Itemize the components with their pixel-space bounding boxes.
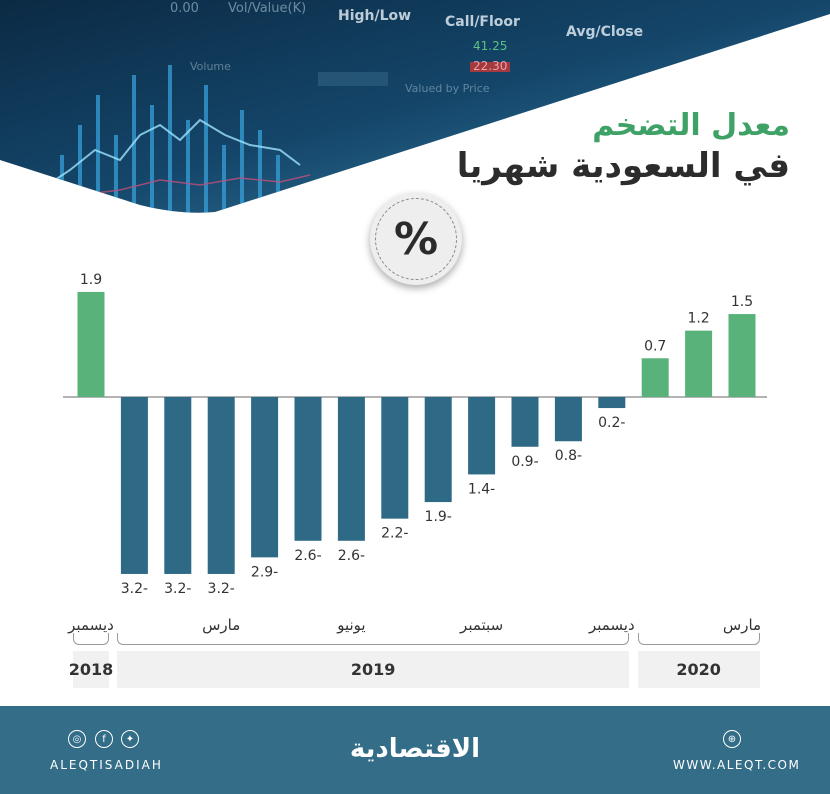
art-label: Vol/Value(K) (228, 1, 306, 16)
year-label: 2019 (116, 651, 630, 688)
art-bar (150, 105, 154, 213)
bar-value-label: 1.5 (731, 294, 753, 310)
art-label: Call/Floor (445, 14, 520, 30)
bar-value-label: 2.2- (381, 526, 408, 542)
art-bar (276, 155, 280, 213)
bar (251, 397, 279, 558)
facebook-icon[interactable]: f (95, 730, 113, 748)
bar-value-label: 3.2- (121, 581, 148, 597)
month-label: مارس (202, 616, 241, 634)
bar-value-label: 0.2- (598, 415, 625, 431)
year-bracket (637, 633, 760, 645)
month-label: سبتمبر (460, 616, 504, 634)
bar (511, 397, 539, 447)
bar-value-label: 0.9- (511, 454, 538, 470)
art-bar (240, 110, 244, 213)
web-icon[interactable]: ⊕ (723, 730, 741, 748)
twitter-icon[interactable]: ✦ (121, 730, 139, 748)
website-link[interactable]: WWW.ALEQT.COM (673, 758, 801, 772)
year-label: 2018 (69, 651, 113, 688)
brand-logo: الاقتصادية (349, 734, 480, 764)
bar (468, 397, 496, 475)
chart-title-line1: معدل التضخم (592, 108, 790, 143)
art-bar (258, 130, 262, 213)
bar-value-label: 1.2 (687, 311, 709, 327)
art-label: 41.25 (473, 39, 507, 53)
art-label: 0.00 (170, 1, 199, 16)
year-label: 2020 (637, 651, 760, 688)
year-bracket (116, 633, 630, 645)
bar (685, 330, 713, 397)
art-label: Avg/Close (566, 24, 643, 40)
bar-value-label: 1.9 (80, 272, 102, 288)
bar (337, 397, 365, 541)
bar (120, 397, 148, 574)
bar-value-label: 2.9- (251, 564, 278, 580)
bar (164, 397, 192, 574)
bar (728, 314, 756, 397)
header-stock-market-image: 0.00 Vol/Value(K) High/Low Call/Floor Av… (0, 0, 830, 213)
art-bar (60, 155, 64, 213)
bar-value-label: 2.6- (294, 548, 321, 564)
bar (381, 397, 409, 519)
bar (554, 397, 582, 442)
bar-value-label: 2.6- (338, 548, 365, 564)
bar (424, 397, 452, 503)
bar (598, 397, 626, 409)
percent-sign: % (393, 213, 439, 265)
art-bar (204, 85, 208, 213)
social-handle[interactable]: ALEQTISADIAH (50, 758, 163, 772)
month-label: مارس (722, 616, 762, 634)
art-label: High/Low (338, 8, 411, 24)
bar-value-label: 0.7 (644, 338, 666, 354)
art-label: 22.30 (473, 59, 507, 73)
bar-value-label: 3.2- (164, 581, 191, 597)
instagram-icon[interactable]: ◎ (68, 730, 86, 748)
month-label: ديسمبر (68, 616, 114, 634)
art-label: Volume (190, 60, 231, 73)
percent-badge: % (370, 193, 462, 285)
art-bar (96, 95, 100, 213)
month-label: ديسمبر (588, 616, 635, 634)
bar-value-label: 3.2- (208, 581, 235, 597)
bar (641, 358, 669, 397)
footer-bar (0, 706, 830, 794)
inflation-bar-chart: 1.9 3.2- 3.2- 3.2- 2.9- 2.6- 2.6- 2.2- 1.9- 1.4- 0… (63, 272, 767, 597)
bar-value-label: 1.9- (425, 509, 452, 525)
bar-value-label: 1.4- (468, 481, 495, 497)
chart-title-line2: في السعودية شهريا (456, 146, 790, 186)
bar (294, 397, 322, 541)
art-bar (186, 120, 190, 213)
art-bar (168, 65, 172, 213)
month-label: يونيو (337, 616, 366, 634)
art-bar (114, 135, 118, 213)
bar (77, 291, 105, 397)
bar (207, 397, 235, 574)
art-bar (222, 145, 226, 213)
art-bar (78, 125, 82, 213)
year-bracket (73, 633, 109, 645)
bar-value-label: 0.8- (555, 448, 582, 464)
art-label: Valued by Price (405, 82, 490, 95)
